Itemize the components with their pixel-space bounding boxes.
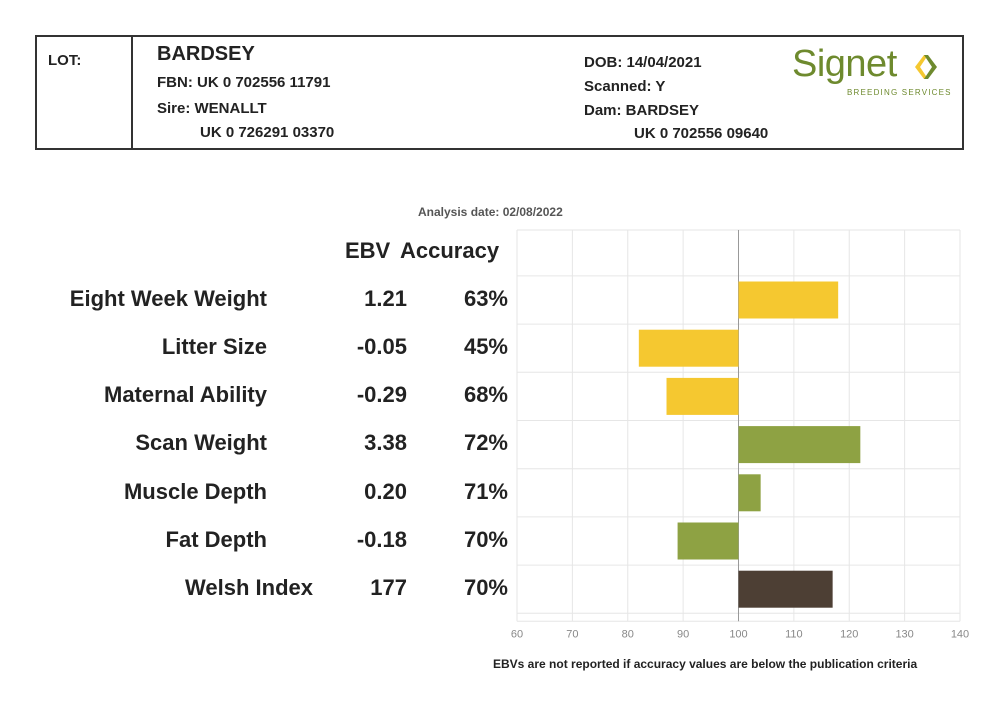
trait-ebv: -0.05 [356, 334, 407, 359]
bar [738, 570, 833, 608]
trait-row: Scan Weight 3.38 72% [0, 430, 520, 460]
trait-ebv: 0.20 [364, 479, 407, 504]
trait-row-index: Welsh Index 177 70% [0, 575, 520, 605]
date-of-birth: DOB: 14/04/2021 [584, 54, 702, 71]
logo-subtitle: BREEDING SERVICES [847, 88, 952, 97]
x-tick-label: 130 [895, 628, 913, 640]
x-tick-label: 60 [511, 628, 523, 640]
trait-accuracy: 72% [463, 430, 508, 455]
sire-id: UK 0 726291 03370 [200, 124, 335, 141]
trait-row: Muscle Depth 0.20 71% [0, 479, 520, 509]
accuracy-column-header: Accuracy [400, 238, 500, 263]
trait-label: Eight Week Weight [69, 286, 267, 311]
trait-ebv: -0.29 [356, 382, 407, 407]
trait-accuracy: 71% [463, 479, 508, 504]
animal-name: BARDSEY [157, 43, 255, 65]
x-tick-label: 110 [785, 628, 803, 640]
trait-ebv: -0.18 [356, 527, 407, 552]
trait-label: Litter Size [161, 334, 267, 359]
x-tick-label: 120 [840, 628, 858, 640]
trait-row: Fat Depth -0.18 70% [0, 527, 520, 557]
trait-ebv: 3.38 [364, 430, 407, 455]
chevrons-icon [915, 55, 937, 79]
x-tick-label: 100 [729, 628, 747, 640]
trait-accuracy: 70% [463, 527, 508, 552]
index-accuracy: 70% [463, 575, 508, 600]
trait-label: Fat Depth [165, 527, 267, 552]
ebv-bar-chart: 60 70 80 90 100 110 120 130 140 [511, 229, 969, 640]
x-tick-label: 90 [677, 628, 689, 640]
dam-id: UK 0 702556 09640 [634, 125, 769, 142]
index-label: Welsh Index [185, 575, 313, 600]
bar [738, 281, 839, 319]
trait-accuracy: 63% [463, 286, 508, 311]
bar [677, 522, 739, 560]
signet-logo: Signet BREEDING SERVICES [792, 43, 952, 99]
sire-name: Sire: WENALLT [157, 100, 267, 117]
footnote: EBVs are not reported if accuracy values… [493, 657, 918, 671]
trait-row: Litter Size -0.05 45% [0, 334, 520, 364]
bar [666, 377, 739, 415]
dam-name: Dam: BARDSEY [584, 102, 700, 119]
trait-accuracy: 68% [463, 382, 508, 407]
ebv-column-header: EBV [345, 238, 391, 263]
trait-ebv: 1.21 [364, 286, 407, 311]
trait-label: Maternal Ability [104, 382, 267, 407]
analysis-date: Analysis date: 02/08/2022 [418, 205, 563, 219]
flock-book-number: FBN: UK 0 702556 11791 [157, 74, 331, 91]
lot-cell: LOT: [37, 37, 133, 148]
trait-label: Scan Weight [135, 430, 267, 455]
animal-header: LOT: BARDSEY FBN: UK 0 702556 11791 Sire… [35, 35, 964, 150]
bar [638, 329, 739, 367]
lot-label: LOT: [48, 52, 82, 69]
scanned-status: Scanned: Y [584, 78, 666, 95]
logo-wordmark: Signet [792, 43, 897, 85]
trait-row: Maternal Ability -0.29 68% [0, 382, 520, 412]
x-tick-label: 70 [566, 628, 578, 640]
bar [738, 474, 761, 512]
index-ebv: 177 [370, 575, 407, 600]
trait-label: Muscle Depth [123, 479, 267, 504]
x-tick-label: 80 [622, 628, 634, 640]
trait-row: Eight Week Weight 1.21 63% [0, 286, 520, 316]
trait-accuracy: 45% [463, 334, 508, 359]
bar [738, 426, 861, 464]
x-tick-label: 140 [951, 628, 969, 640]
